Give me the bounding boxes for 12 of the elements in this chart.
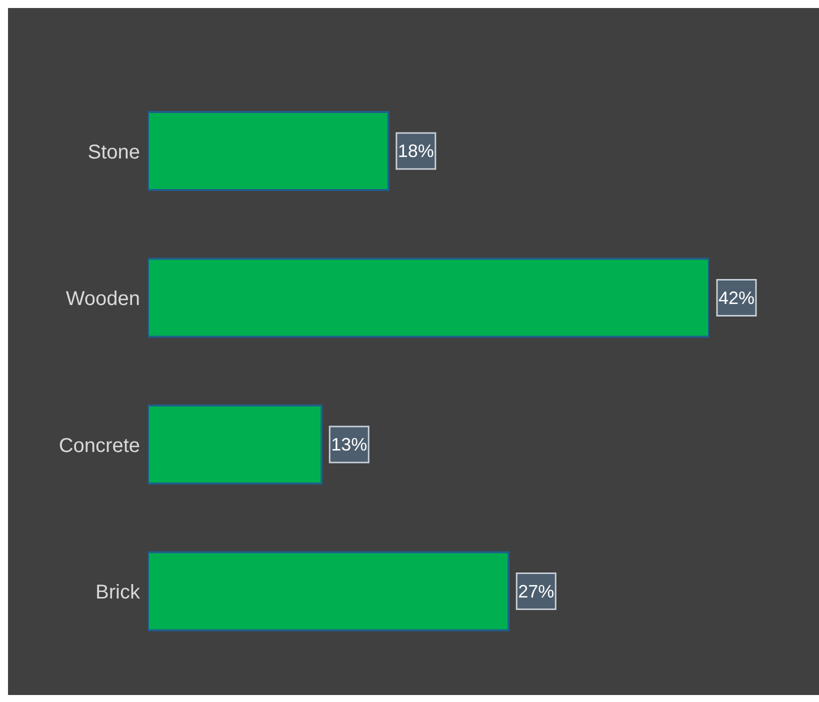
bar (148, 551, 510, 632)
y-tick-label: Brick (96, 582, 141, 604)
bar (148, 404, 323, 484)
y-tick-label: Stone (88, 141, 140, 164)
y-tick-label: Concrete (58, 434, 140, 457)
bar (148, 258, 709, 338)
data-label: 13% (331, 434, 368, 454)
data-label: 18% (398, 141, 434, 161)
data-label: 27% (518, 581, 554, 602)
bar (148, 111, 390, 191)
data-label: 42% (718, 288, 755, 308)
y-tick-label: Wooden (66, 288, 140, 310)
